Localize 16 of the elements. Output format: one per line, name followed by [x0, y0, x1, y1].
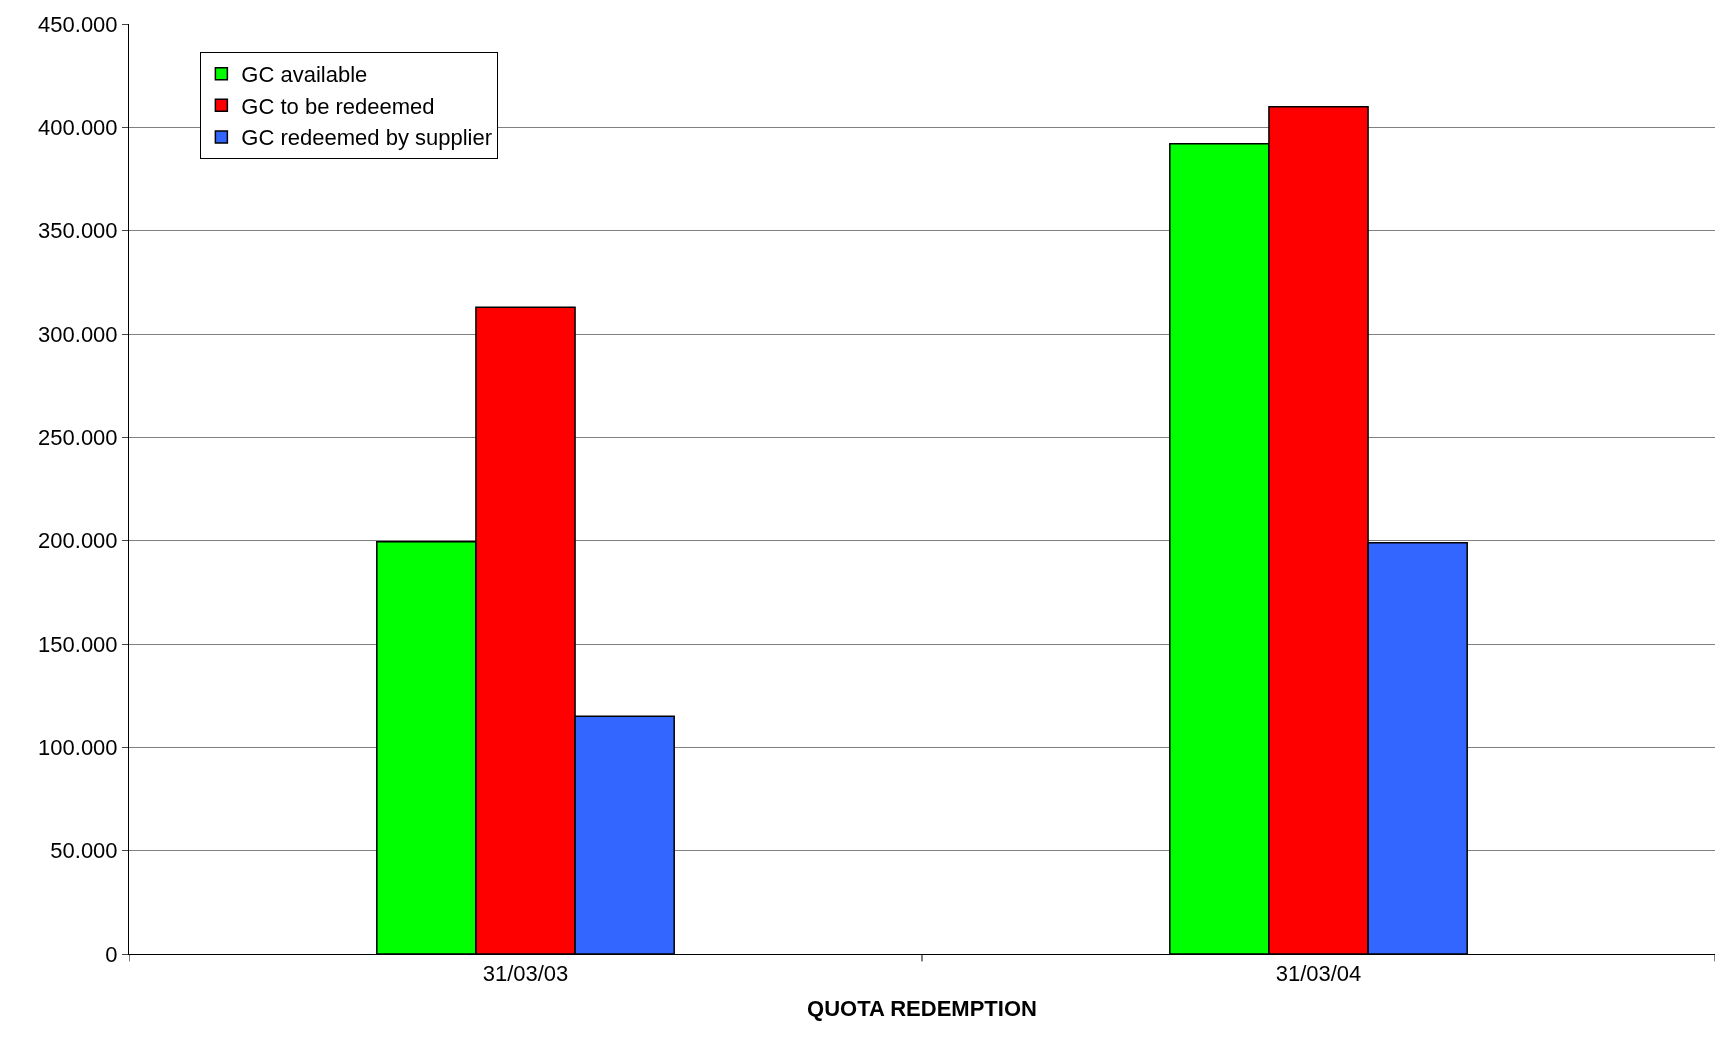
x-tick-label: 31/03/04 [1275, 961, 1362, 987]
y-tick-label: 400.000 [38, 115, 118, 141]
y-tick-label: 450.000 [38, 11, 118, 37]
y-tick-label: 250.000 [38, 425, 118, 451]
legend-label: GC to be redeemed [241, 93, 435, 119]
y-tick-label: 350.000 [38, 218, 118, 244]
y-tick-label: 0 [105, 941, 118, 967]
y-tick-label: 200.000 [38, 528, 118, 554]
y-tick-label: 50.000 [50, 838, 118, 864]
y-tick-label: 300.000 [38, 321, 118, 347]
legend-label: GC redeemed by supplier [241, 125, 493, 151]
x-tick-label: 31/03/03 [482, 961, 569, 987]
y-tick-label: 100.000 [38, 735, 118, 761]
y-tick-label: 150.000 [38, 631, 118, 657]
x-axis-title: QUOTA REDEMPTION [807, 996, 1037, 1022]
legend-label: GC available [241, 62, 368, 88]
